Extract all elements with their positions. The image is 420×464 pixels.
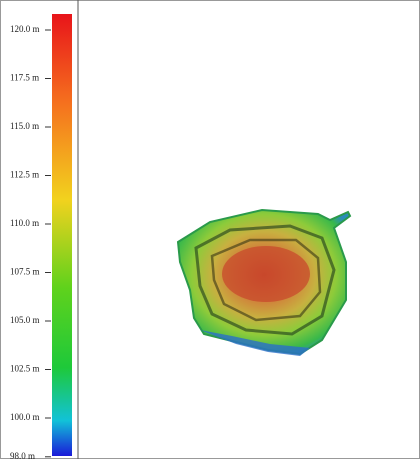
scale-label: 110.0 m (10, 218, 39, 228)
scale-label: 100.0 m (10, 412, 40, 422)
scale-label: 98.0 m (10, 451, 35, 459)
scale-label: 102.5 m (10, 364, 40, 374)
terrain-model (178, 210, 350, 356)
color-bar (52, 14, 72, 456)
scale-label: 112.5 m (10, 170, 39, 180)
scale-label: 105.0 m (10, 315, 40, 325)
screen: 120.0 m 117.5 m 115.0 m 112.5 m 110.0 m 107.5… (0, 0, 420, 459)
scale-label: 115.0 m (10, 121, 39, 131)
scale-label: 107.5 m (10, 267, 40, 277)
scale-label: 117.5 m (10, 73, 39, 83)
scale-label: 120.0 m (10, 24, 40, 34)
